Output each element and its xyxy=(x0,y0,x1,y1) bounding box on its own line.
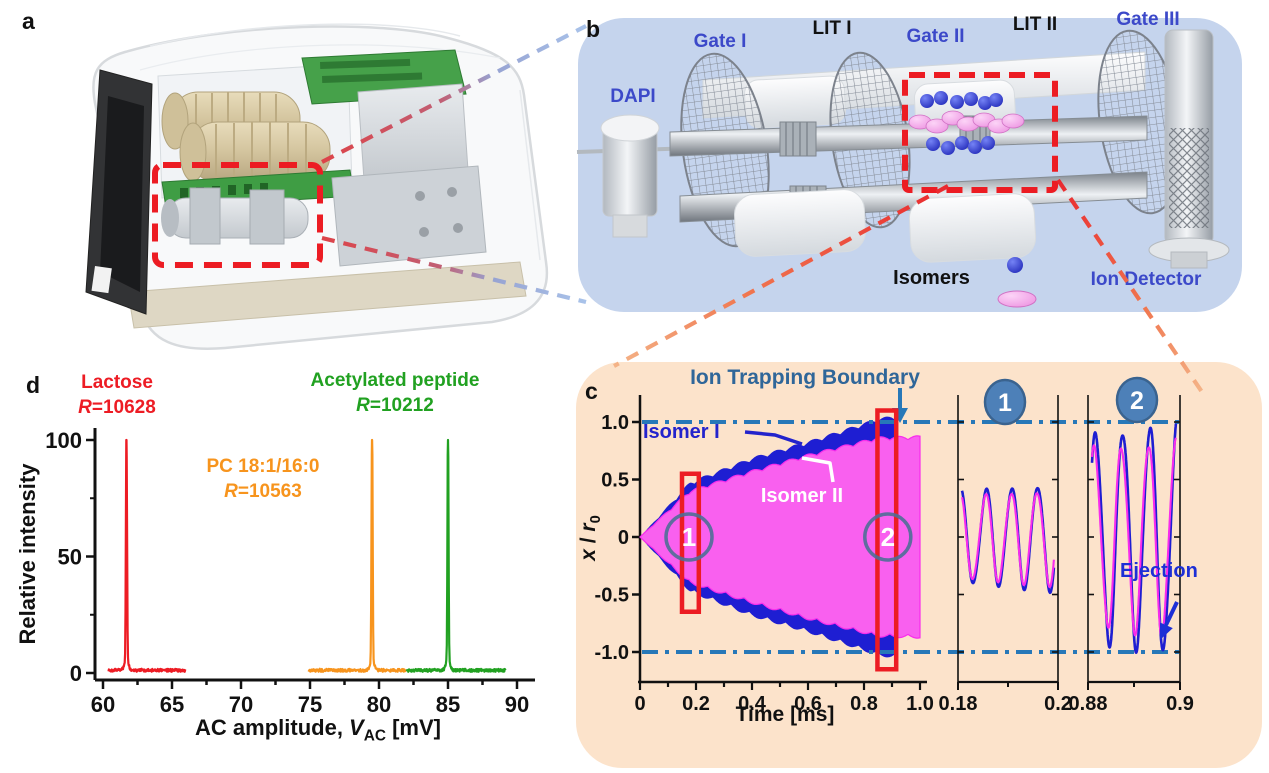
svg-text:1: 1 xyxy=(998,389,1012,417)
trajectory-plot-layers: 1.0 0.5 0 -0.5 -1.0 0 0.2 0.4 0.6 0.8 1.0 1 2 0.18 0.2… xyxy=(595,376,1194,715)
annotation-lactose: Lactose R=10628 xyxy=(78,372,156,419)
svg-text:0.5: 0.5 xyxy=(601,470,629,492)
trapped-ions-blue-bottom xyxy=(926,136,995,155)
label-gate3: Gate III xyxy=(1116,9,1180,30)
svg-text:1.0: 1.0 xyxy=(906,693,934,715)
svg-text:0: 0 xyxy=(634,693,645,715)
label-isomers: Isomers xyxy=(893,267,970,289)
vacuum-manifold xyxy=(331,165,487,267)
label-lit2: LIT II xyxy=(1012,14,1058,35)
legend-blue-ion xyxy=(1007,257,1023,273)
svg-text:75: 75 xyxy=(298,692,322,717)
svg-text:0: 0 xyxy=(70,661,82,686)
svg-text:0.9: 0.9 xyxy=(1166,693,1194,715)
upper-rod-ring-1 xyxy=(779,121,817,157)
trapped-ions-blue-top xyxy=(920,91,1003,110)
c-x-axis-label: Time [ms] xyxy=(735,703,835,726)
svg-text:80: 80 xyxy=(367,692,391,717)
svg-text:0.2: 0.2 xyxy=(1044,693,1072,715)
svg-text:0.4: 0.4 xyxy=(738,693,767,715)
trapped-ions-pink xyxy=(908,110,1025,134)
svg-text:1.0: 1.0 xyxy=(601,412,629,434)
svg-text:-1.0: -1.0 xyxy=(595,642,629,664)
spectrum-plot-layers: 0 50 100 60 65 70 75 80 85 90 xyxy=(45,428,535,717)
label-gate1: Gate I xyxy=(693,31,747,52)
svg-text:2: 2 xyxy=(1130,387,1144,415)
highlight-box-b xyxy=(902,72,1058,193)
svg-text:-0.5: -0.5 xyxy=(595,585,629,607)
annotation-acetylated-peptide: Acetylated peptide R=10212 xyxy=(310,370,480,417)
panel-c-letter: c xyxy=(585,378,598,404)
svg-text:70: 70 xyxy=(229,692,253,717)
svg-text:90: 90 xyxy=(505,692,529,717)
annotation-pc-lipid: PC 18:1/16:0 R=10563 xyxy=(206,456,320,503)
label-isomer-1: Isomer I xyxy=(643,421,720,443)
svg-text:0: 0 xyxy=(618,527,629,549)
label-gate2: Gate II xyxy=(906,26,965,47)
svg-text:50: 50 xyxy=(58,545,82,570)
label-isomer-2: Isomer II xyxy=(760,485,844,507)
c-y-axis-label: x / r0 xyxy=(577,515,605,561)
electrode-lower-1 xyxy=(733,189,867,257)
svg-text:0.8: 0.8 xyxy=(850,693,878,715)
highlight-box-a xyxy=(152,162,323,268)
svg-text:0.18: 0.18 xyxy=(939,693,978,715)
display-screen xyxy=(85,69,153,315)
panel-b-letter: b xyxy=(586,16,601,42)
electrode-lower-2 xyxy=(908,193,1037,263)
svg-text:0.2: 0.2 xyxy=(682,693,710,715)
label-ion-detector: Ion Detector xyxy=(1090,269,1202,290)
svg-text:65: 65 xyxy=(160,692,184,717)
svg-text:60: 60 xyxy=(91,692,115,717)
trajectory-plot: 1.0 0.5 0 -0.5 -1.0 0 0.2 0.4 0.6 0.8 1.0 1 2 0.18 0.2… xyxy=(576,362,1262,768)
svg-text:2: 2 xyxy=(881,522,895,552)
svg-text:0.88: 0.88 xyxy=(1069,693,1108,715)
spectrum-plot: 0 50 100 60 65 70 75 80 85 90 xyxy=(45,428,535,717)
electronics-box xyxy=(357,83,469,181)
label-lit1: LIT I xyxy=(812,18,852,39)
legend-pink-ion xyxy=(997,290,1037,308)
label-ion-trapping-boundary: Ion Trapping Boundary xyxy=(690,366,920,389)
ion-trap-assembly xyxy=(161,187,309,245)
d-x-axis-label: AC amplitude, VAC [mV] xyxy=(195,715,441,745)
svg-text:1: 1 xyxy=(682,522,696,552)
panel-d-letter: d xyxy=(26,372,41,398)
label-ejection: Ejection xyxy=(1120,560,1198,582)
svg-text:0.6: 0.6 xyxy=(794,693,822,715)
d-y-axis-label: Relative intensity xyxy=(15,463,40,645)
instrument-illustration xyxy=(85,23,549,350)
svg-text:100: 100 xyxy=(45,428,82,453)
panel-a-letter: a xyxy=(22,8,35,34)
svg-text:85: 85 xyxy=(436,692,460,717)
label-dapi: DAPI xyxy=(610,86,656,107)
